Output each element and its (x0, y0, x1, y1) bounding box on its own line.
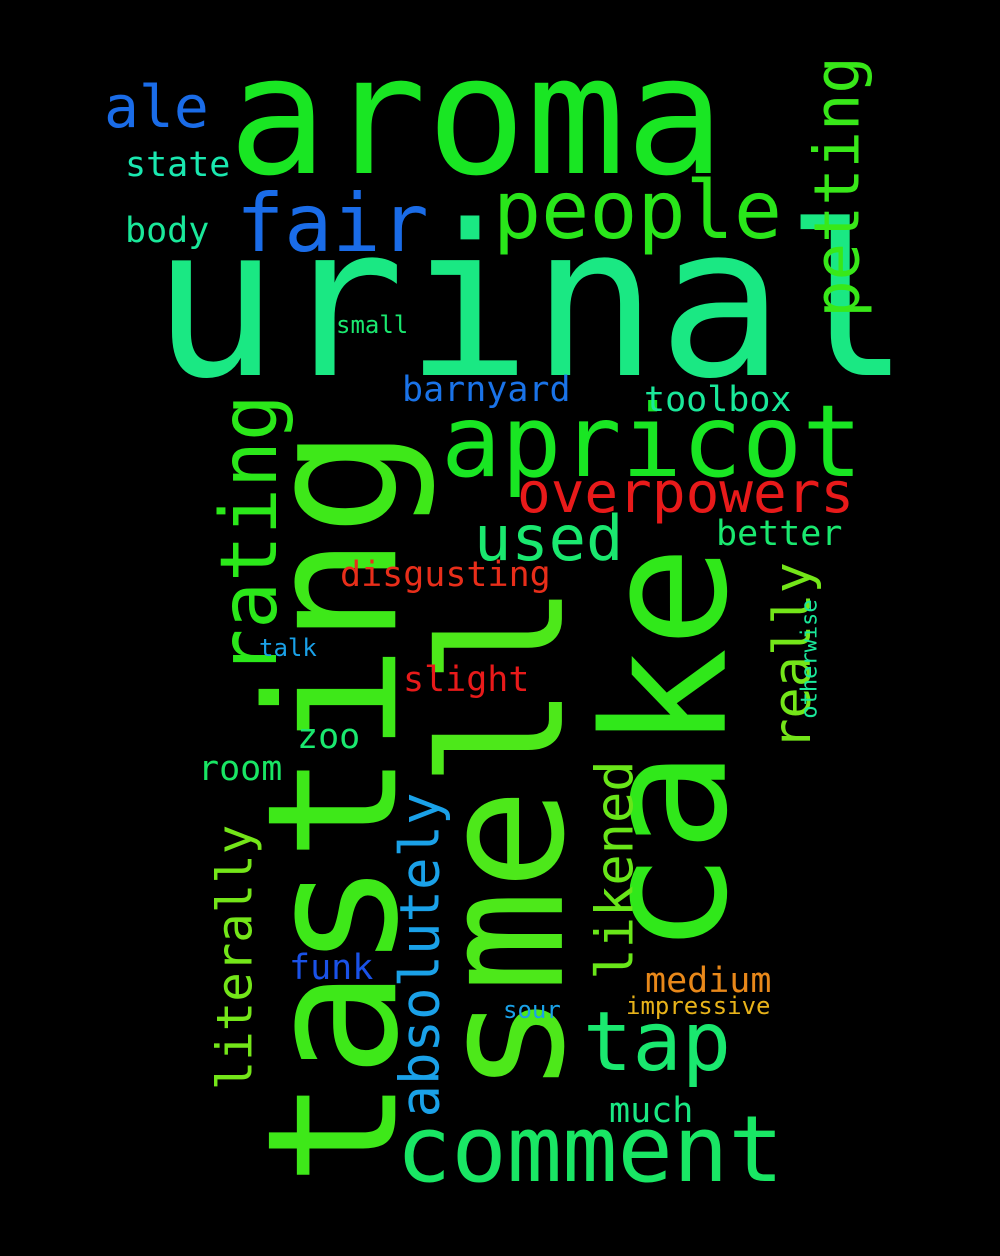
word-disgusting: disgusting (340, 555, 551, 595)
word-talk: talk (259, 634, 317, 662)
word-barnyard: barnyard (402, 370, 571, 410)
word-likened: likened (585, 760, 646, 980)
word-aroma: aroma (228, 20, 725, 212)
word-funk: funk (289, 948, 374, 988)
word-state: state (125, 145, 231, 185)
word-better: better (716, 514, 843, 554)
word-ale: ale (104, 73, 209, 141)
word-much: much (609, 1091, 694, 1131)
word-comment: comment (396, 1096, 784, 1203)
word-room: room (198, 749, 283, 789)
word-overpowers: overpowers (517, 461, 855, 526)
word-fair: fair (236, 177, 429, 270)
word-people: people (493, 164, 782, 257)
word-toolbox: toolbox (644, 380, 792, 420)
word-body: body (125, 211, 210, 251)
word-petting: petting (800, 56, 874, 318)
word-slight: slight (403, 660, 530, 700)
word-impressive: impressive (626, 992, 771, 1020)
word-apricot: apricot (441, 383, 863, 500)
word-small: small (336, 311, 409, 339)
word-otherwise: otherwise (797, 599, 823, 719)
word-sour: sour (503, 996, 561, 1024)
word-literally: literally (206, 824, 264, 1091)
word-tap: tap (583, 995, 732, 1090)
word-zoo: zoo (297, 717, 361, 757)
word-absolutely: absolutely (388, 792, 452, 1118)
word-medium: medium (645, 961, 772, 1001)
word-used: used (474, 502, 624, 575)
word-urinal: urinal (152, 180, 911, 425)
